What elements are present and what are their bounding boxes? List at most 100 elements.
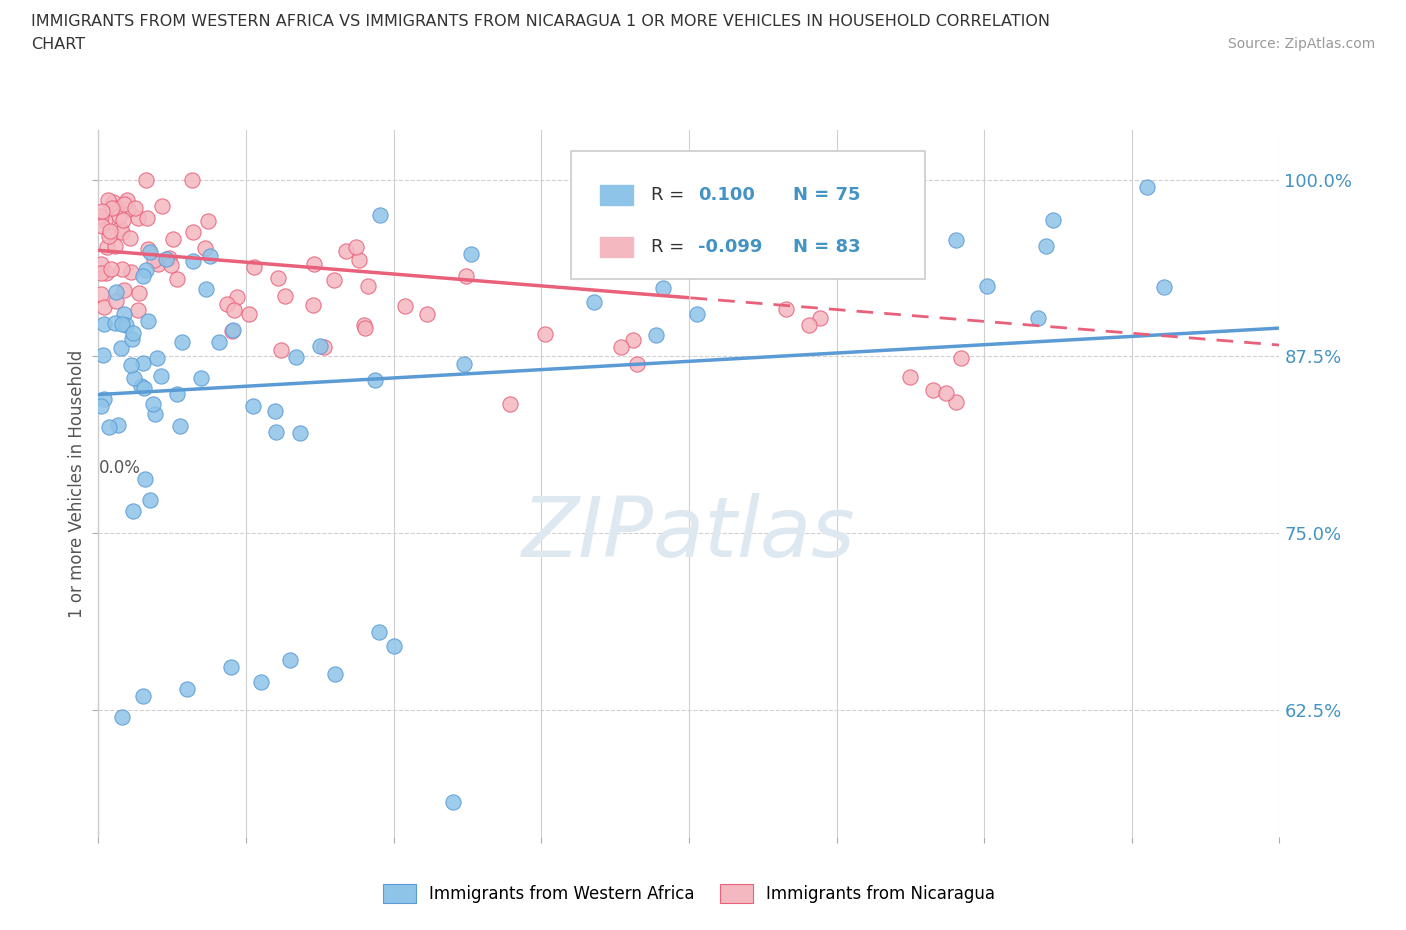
Text: -0.099: -0.099 (699, 238, 763, 256)
Point (138, 245, 160, 259)
Point (267, 271, 290, 286)
Point (945, 395, 967, 410)
Point (344, 239, 367, 254)
Point (115, 193, 138, 207)
Point (314, 339, 336, 354)
Point (416, 306, 439, 321)
Point (111, 261, 134, 276)
Point (454, 269, 477, 284)
Point (121, 326, 143, 340)
Point (194, 240, 217, 255)
Point (354, 320, 377, 335)
Point (945, 232, 967, 247)
Point (181, 224, 204, 239)
Point (224, 302, 246, 317)
Point (368, 625, 391, 640)
Point (104, 315, 127, 330)
Point (169, 419, 191, 434)
Point (111, 317, 134, 332)
Point (799, 318, 821, 333)
Point (90, 399, 112, 414)
Point (195, 282, 218, 297)
Point (394, 299, 416, 313)
Point (1042, 212, 1064, 227)
Text: CHART: CHART (31, 37, 84, 52)
Point (112, 307, 135, 322)
Y-axis label: 1 or more Vehicles in Household: 1 or more Vehicles in Household (67, 350, 86, 618)
Point (139, 493, 162, 508)
Point (534, 326, 557, 341)
Point (197, 214, 219, 229)
Point (198, 249, 221, 264)
Text: R =: R = (651, 186, 690, 204)
Point (242, 399, 264, 414)
Point (135, 211, 157, 226)
Point (357, 279, 380, 294)
Point (288, 426, 311, 441)
Point (323, 667, 346, 682)
Point (108, 220, 131, 235)
Point (215, 297, 238, 312)
Point (499, 397, 522, 412)
Point (127, 303, 149, 318)
Point (808, 311, 831, 325)
Point (176, 681, 198, 696)
Point (129, 379, 152, 393)
Point (142, 397, 165, 412)
Point (104, 239, 127, 254)
Text: Source: ZipAtlas.com: Source: ZipAtlas.com (1227, 37, 1375, 51)
Point (302, 298, 325, 312)
Point (112, 197, 135, 212)
Point (90, 204, 112, 219)
Point (274, 288, 297, 303)
Text: N = 75: N = 75 (793, 186, 860, 204)
Point (135, 173, 157, 188)
Point (112, 283, 135, 298)
Point (98, 419, 121, 434)
Bar (600, 185, 634, 205)
Point (90, 287, 112, 302)
Point (264, 425, 287, 440)
Point (1035, 239, 1057, 254)
Point (122, 370, 145, 385)
Text: 0.0%: 0.0% (98, 458, 141, 477)
Point (820, 245, 842, 259)
Point (120, 358, 142, 373)
Point (128, 286, 150, 300)
Point (1135, 179, 1157, 194)
Point (96, 239, 118, 254)
Point (308, 339, 330, 353)
Point (155, 252, 177, 267)
Point (146, 257, 169, 272)
Point (827, 244, 849, 259)
Point (132, 269, 155, 284)
Point (238, 306, 260, 321)
Text: R =: R = (651, 238, 690, 256)
Point (135, 262, 157, 277)
Point (93, 300, 115, 315)
Point (115, 318, 138, 333)
Point (146, 350, 169, 365)
Point (364, 372, 387, 387)
Point (181, 254, 204, 269)
Point (322, 272, 344, 287)
FancyBboxPatch shape (571, 152, 925, 279)
Point (121, 331, 143, 346)
Point (132, 355, 155, 370)
Point (949, 351, 972, 365)
Point (686, 306, 709, 321)
Point (136, 313, 159, 328)
Point (132, 380, 155, 395)
Point (90, 208, 112, 223)
Point (453, 357, 475, 372)
Point (104, 294, 127, 309)
Point (172, 335, 194, 350)
Point (101, 201, 124, 216)
Point (97, 193, 120, 207)
Point (278, 653, 302, 668)
Point (347, 252, 370, 267)
Point (219, 660, 242, 675)
Point (90, 257, 112, 272)
Point (922, 382, 945, 397)
Point (621, 333, 644, 348)
